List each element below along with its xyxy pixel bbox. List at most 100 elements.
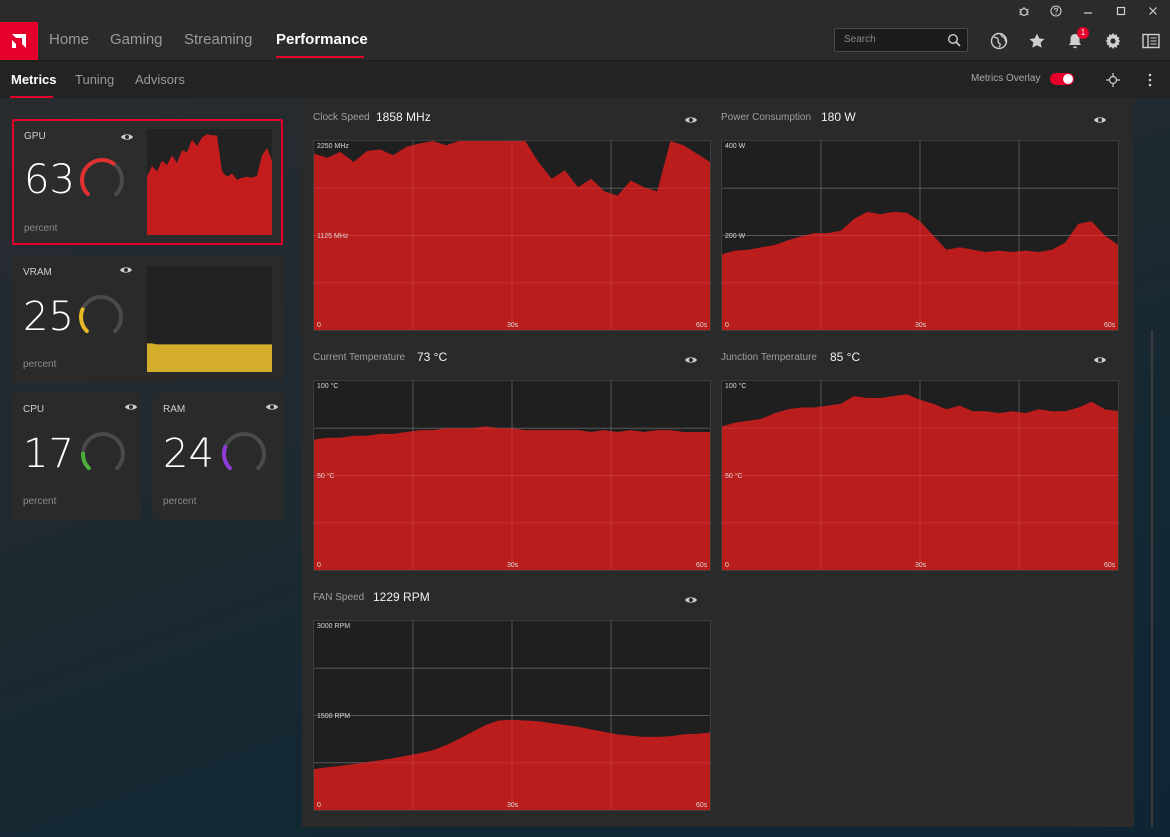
y-tick-top: 100 °C [317,383,339,390]
eye-icon[interactable] [119,262,133,280]
y-tick-mid: 50 °C [317,473,335,480]
eye-icon[interactable] [684,592,698,610]
gauge-track [79,295,123,334]
cpu-label: CPU [23,404,45,415]
eye-icon[interactable] [1093,352,1107,370]
temperature-value: 73 °C [417,350,448,364]
maximize-icon[interactable] [1106,0,1136,22]
fan-speed-chart: 3000 RPM 1500 RPM 0 30s 60s [313,620,711,811]
gpu-gauge [80,158,124,197]
ram-label: RAM [163,404,186,415]
minimize-icon[interactable] [1073,0,1103,22]
clock-speed-title: Clock Speed [313,112,370,123]
eye-icon[interactable] [124,399,138,417]
area-series-junction [722,394,1118,570]
y-tick-top: 2250 MHz [317,143,349,150]
search-placeholder: Search [844,34,876,45]
tab-tuning[interactable]: Tuning [75,72,115,87]
nav-streaming[interactable]: Streaming [184,31,253,48]
gauge-fill [80,451,91,471]
sparkline-area [147,343,272,372]
y-tick-top: 3000 RPM [317,623,351,630]
ram-card[interactable]: RAM 24 percent [153,393,283,519]
x-tick-mid: 30s [915,562,927,569]
ram-gauge [222,432,266,471]
notification-badge: 1 [1077,27,1089,39]
y-tick-top: 100 °C [725,383,747,390]
close-icon[interactable] [1138,0,1168,22]
x-tick-mid: 30s [507,322,519,329]
cpu-unit: percent [23,496,57,507]
y-tick-top: 400 W [725,143,746,150]
y-tick-mid: 200 W [725,233,746,240]
nav-gaming[interactable]: Gaming [110,31,163,48]
metrics-overlay-label: Metrics Overlay [971,73,1041,84]
gauge-fill [80,158,116,197]
clock-speed-value: 1858 MHz [376,110,431,124]
tab-advisors[interactable]: Advisors [135,72,185,87]
x-tick-start: 0 [317,802,321,809]
gpu-card[interactable]: GPU 63 percent [12,119,283,245]
nav-home[interactable]: Home [49,31,90,48]
power-value: 180 W [821,110,856,124]
vram-value: 25 [23,294,74,340]
title-bar [0,0,1170,22]
eye-icon[interactable] [120,129,134,147]
cpu-card[interactable]: CPU 17 percent [12,393,142,519]
metrics-overlay-toggle[interactable] [1050,73,1074,85]
bug-icon[interactable] [1009,0,1039,22]
eye-icon[interactable] [1093,112,1107,130]
sub-nav: Metrics Tuning Advisors Metrics Overlay [0,60,1170,98]
x-tick-start: 0 [725,322,729,329]
x-tick-start: 0 [317,322,321,329]
search-icon[interactable] [947,33,961,56]
gauge-track [81,432,125,471]
eye-icon[interactable] [684,112,698,130]
gpu-unit: percent [24,223,58,234]
x-tick-mid: 30s [507,802,519,809]
vram-label: VRAM [23,267,52,278]
tab-metrics[interactable]: Metrics [11,72,57,87]
amd-logo-icon[interactable] [0,22,38,60]
tab-active-indicator [10,96,53,98]
cpu-value: 17 [23,431,74,477]
search-input[interactable]: Search [834,28,968,52]
eye-icon[interactable] [265,399,279,417]
eye-icon[interactable] [684,352,698,370]
power-chart: 400 W 200 W 0 30s 60s [721,140,1119,331]
nav-performance[interactable]: Performance [276,31,368,48]
gauge-fill [222,445,232,471]
star-icon[interactable] [1026,30,1048,52]
vram-gauge [79,295,123,334]
gpu-sparkline [147,129,272,235]
area-series-clock [314,141,710,330]
crosshair-icon[interactable] [1105,72,1121,93]
gpu-value: 63 [24,157,75,203]
gpu-label: GPU [24,131,46,142]
y-tick-mid: 50 °C [725,473,743,480]
vram-card[interactable]: VRAM 25 percent [12,256,283,382]
sparkline-area [147,134,272,235]
temperature-title: Current Temperature [313,352,406,363]
help-icon[interactable] [1041,0,1071,22]
globe-icon[interactable] [988,30,1010,52]
gauge-fill [79,307,89,334]
area-series-fan [314,719,710,810]
ram-value: 24 [163,431,214,477]
toggle-knob [1063,74,1073,84]
temperature-chart: 100 °C 50 °C 0 30s 60s [313,380,711,571]
junction-temperature-value: 85 °C [830,350,861,364]
x-tick-mid: 30s [507,562,519,569]
cpu-gauge [80,432,125,471]
gear-icon[interactable] [1102,30,1124,52]
scrollbar[interactable] [1151,330,1153,827]
fan-speed-value: 1229 RPM [373,590,430,604]
clock-speed-chart: 2250 MHz 1125 MHz 0 30s 60s [313,140,711,331]
area-series-power [722,211,1118,330]
more-options-icon[interactable] [1146,72,1154,93]
vram-sparkline [147,266,272,372]
nav-active-indicator [276,56,364,58]
sidebar-panel-icon[interactable] [1140,30,1162,52]
x-tick-start: 0 [725,562,729,569]
x-tick-end: 60s [1104,562,1116,569]
